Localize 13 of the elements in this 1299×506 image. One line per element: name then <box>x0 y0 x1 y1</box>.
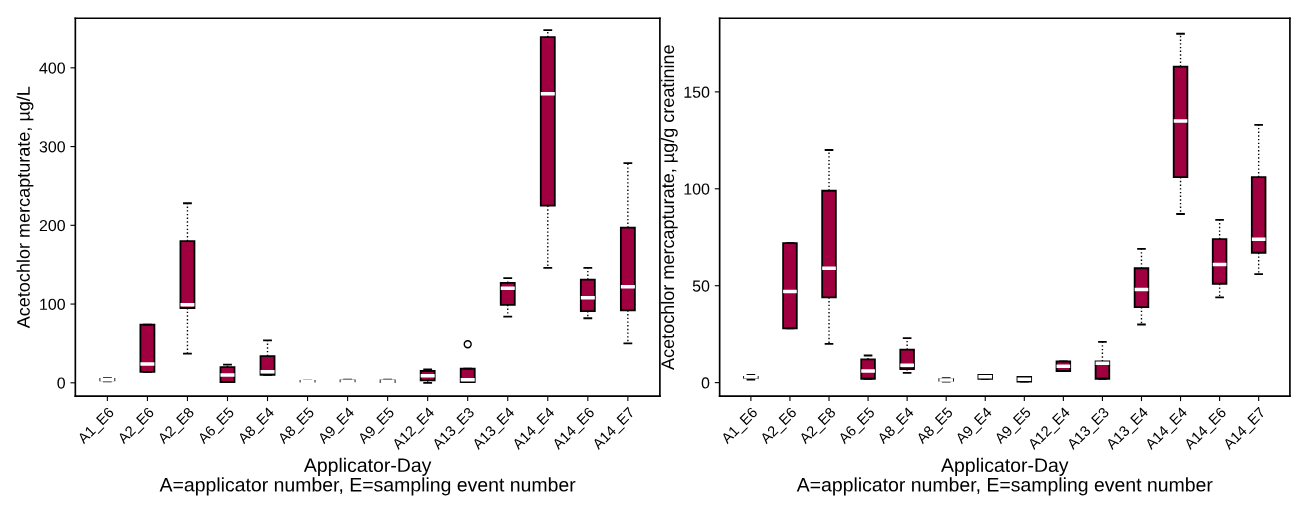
x-axis-title: Applicator-Day A=applicator number, E=sampling event number <box>159 457 576 496</box>
y-axis-title: Acetochlor mercapturate, µg/g creatinine <box>660 45 678 370</box>
y-tick-label: 200 <box>39 219 65 232</box>
y-tick-label: 100 <box>684 183 710 195</box>
y-tick-label: 0 <box>57 377 65 389</box>
x-axis-title: Applicator-Day A=applicator number, E=sampling event number <box>796 457 1213 496</box>
y-tick-label: 0 <box>701 377 710 389</box>
y-tick-label: 300 <box>39 141 65 153</box>
y-axis-title: Acetochlor mercapturate, µg/L <box>16 86 34 329</box>
y-tick-label: 50 <box>692 280 710 292</box>
y-tick-label: 150 <box>684 86 710 98</box>
y-tick-label: 400 <box>39 62 65 74</box>
y-tick-label: 100 <box>40 298 65 311</box>
